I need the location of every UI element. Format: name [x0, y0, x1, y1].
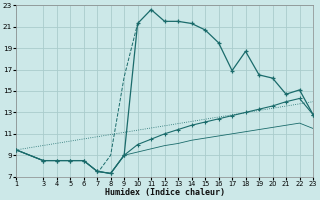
X-axis label: Humidex (Indice chaleur): Humidex (Indice chaleur)	[105, 188, 225, 197]
